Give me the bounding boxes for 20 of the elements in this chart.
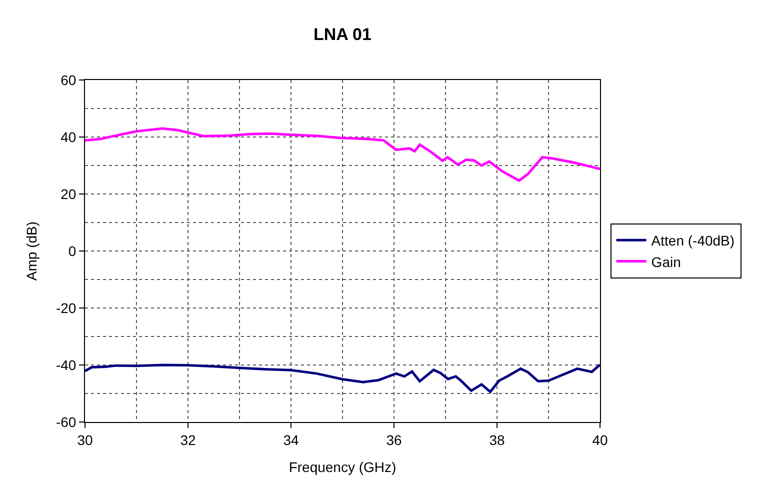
- line-series: [85, 363, 600, 394]
- y-tick-label: -20: [56, 300, 76, 316]
- x-tick-label: 30: [77, 432, 93, 448]
- y-tick-label: 0: [68, 242, 76, 259]
- x-tick-label: 36: [386, 432, 402, 448]
- y-tick-label: -40: [56, 356, 76, 373]
- y-tick-label: 60: [60, 72, 76, 88]
- x-tick-label: 32: [180, 432, 196, 448]
- y-tick-label: 40: [60, 128, 76, 145]
- legend-label: Atten (-40dB): [651, 232, 735, 249]
- x-axis-title: Frequency (GHz): [288, 459, 396, 476]
- legend-label: Gain: [651, 254, 681, 270]
- y-axis-title: Amp (dB): [24, 221, 40, 281]
- y-tick-label: -60: [56, 414, 76, 430]
- x-tick-label: 38: [489, 432, 505, 448]
- chart-title: LNA 01: [314, 25, 372, 44]
- line-series: [85, 127, 600, 182]
- y-tick-label: 20: [60, 186, 76, 202]
- x-tick-label: 40: [592, 432, 608, 448]
- x-tick-label: 34: [283, 432, 299, 448]
